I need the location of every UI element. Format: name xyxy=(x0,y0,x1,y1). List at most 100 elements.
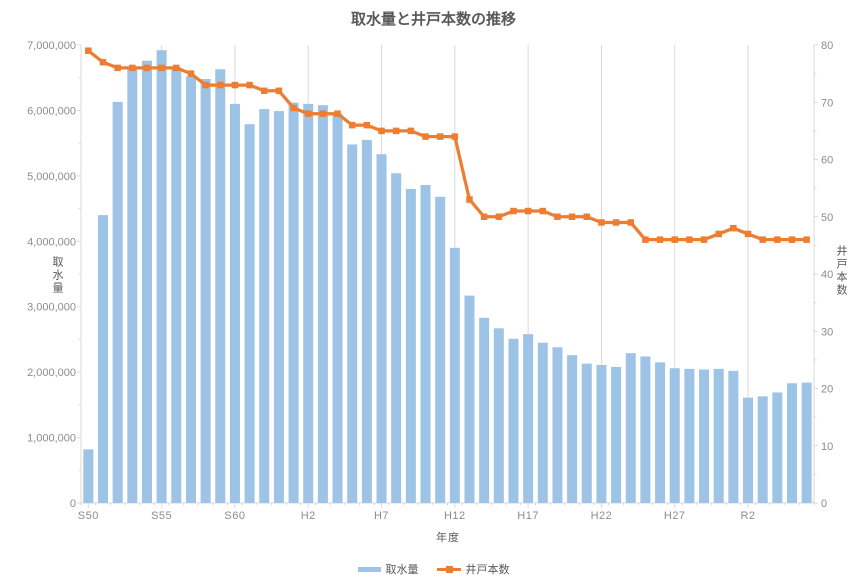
x-axis-title: 年度 xyxy=(436,532,460,544)
bar xyxy=(449,247,460,503)
bar xyxy=(801,382,812,503)
line-marker xyxy=(334,110,341,117)
bar xyxy=(391,173,402,504)
left-axis-label: 1,000,000 xyxy=(27,433,76,445)
right-axis-label: 60 xyxy=(821,155,833,167)
legend-bar-label: 取水量 xyxy=(385,564,419,576)
line-marker xyxy=(539,207,547,215)
bar xyxy=(112,101,123,504)
x-axis-label: H12 xyxy=(444,510,466,522)
chart-title: 取水量と井戸本数の推移 xyxy=(350,11,516,28)
line-marker xyxy=(231,81,239,89)
line-marker xyxy=(598,219,605,226)
left-axis-label: 0 xyxy=(70,498,76,510)
legend-line-swatch xyxy=(436,565,461,573)
line-marker xyxy=(246,81,253,89)
bar xyxy=(141,60,152,503)
right-axis-label: 0 xyxy=(821,498,827,510)
bar xyxy=(508,338,519,503)
right-axis-label: 10 xyxy=(821,441,833,453)
line-marker xyxy=(319,110,327,117)
line-marker xyxy=(803,236,810,243)
line-marker xyxy=(422,133,429,140)
line-marker xyxy=(466,196,473,203)
line-marker xyxy=(612,219,620,226)
bar xyxy=(273,111,284,503)
bar xyxy=(347,144,358,503)
line-marker xyxy=(99,58,107,66)
bar xyxy=(244,124,255,504)
bar xyxy=(493,328,504,503)
line-marker xyxy=(524,207,532,215)
bar xyxy=(361,139,372,503)
line-marker xyxy=(348,121,356,129)
line-marker xyxy=(510,207,517,215)
bar xyxy=(625,353,636,503)
right-axis-label: 40 xyxy=(821,269,833,281)
bar xyxy=(405,188,416,503)
right-axis-title: 井戸本数 xyxy=(835,245,847,297)
line-marker xyxy=(627,219,634,226)
line-marker xyxy=(642,236,649,243)
bar xyxy=(523,334,534,503)
line-marker xyxy=(495,213,503,220)
line-marker xyxy=(217,81,224,89)
bar xyxy=(200,79,211,504)
line-marker xyxy=(392,127,400,135)
x-axis-label: H27 xyxy=(664,510,686,522)
bar xyxy=(669,368,680,503)
x-axis-label: H7 xyxy=(374,510,389,522)
line-marker xyxy=(363,121,371,129)
line-marker xyxy=(774,236,781,243)
line-marker xyxy=(158,64,165,72)
x-axis-label: H22 xyxy=(591,510,613,522)
legend-line-label: 井戸本数 xyxy=(465,564,510,576)
line-marker xyxy=(480,213,488,220)
bar xyxy=(97,215,108,504)
line-marker xyxy=(114,64,121,72)
bar xyxy=(743,397,754,503)
left-axis-label: 7,000,000 xyxy=(27,40,76,52)
left-axis-label: 3,000,000 xyxy=(27,302,76,314)
bar xyxy=(772,392,783,503)
bar xyxy=(728,370,739,503)
line-marker xyxy=(686,236,693,243)
x-axis-label: S60 xyxy=(224,510,245,522)
bar xyxy=(288,102,299,503)
left-axis-title: 取水量 xyxy=(51,256,63,295)
line-marker xyxy=(700,236,708,243)
bar xyxy=(787,383,798,503)
bar xyxy=(611,366,622,503)
right-axis-label: 20 xyxy=(821,384,833,396)
line-marker xyxy=(715,230,722,238)
legend: 取水量 井戸本数 xyxy=(0,561,867,577)
legend-bar-swatch xyxy=(357,566,381,572)
bar xyxy=(185,76,196,503)
line-marker xyxy=(568,213,576,220)
line-marker xyxy=(671,236,678,243)
right-axis-label: 70 xyxy=(821,97,833,109)
bar xyxy=(127,69,138,504)
bar xyxy=(552,347,563,503)
bar xyxy=(171,67,182,503)
right-axis-label: 50 xyxy=(821,212,833,224)
bar xyxy=(376,154,387,503)
x-axis-label: S55 xyxy=(151,510,172,522)
line-marker xyxy=(554,213,561,220)
line-marker xyxy=(275,87,283,95)
line-marker xyxy=(202,81,209,89)
wells-line xyxy=(86,49,809,242)
bar xyxy=(479,317,490,503)
line-marker xyxy=(261,87,268,95)
bar xyxy=(537,342,548,503)
bar xyxy=(317,105,328,503)
bar xyxy=(435,196,446,504)
bar xyxy=(596,364,607,503)
bar xyxy=(640,356,651,503)
line-marker xyxy=(378,127,385,135)
bar xyxy=(332,113,343,503)
bar xyxy=(215,69,226,504)
left-axis-label: 6,000,000 xyxy=(27,105,76,117)
x-axis-label: S50 xyxy=(78,510,99,522)
bar xyxy=(713,368,724,503)
